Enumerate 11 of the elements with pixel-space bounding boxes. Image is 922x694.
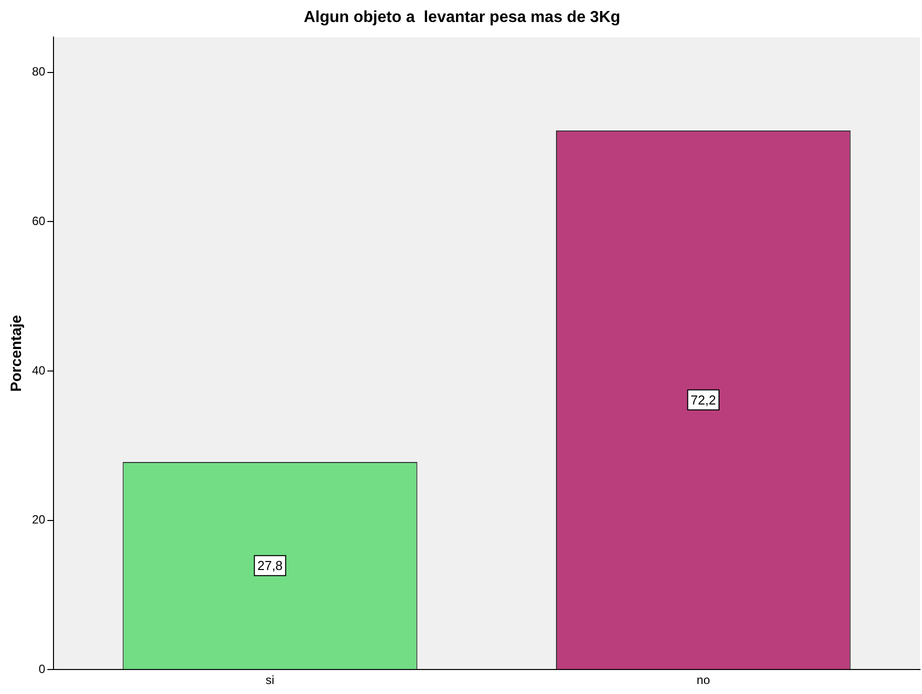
- y-tick-label: 60: [32, 214, 46, 228]
- y-axis-title: Porcentaje: [8, 315, 26, 392]
- data-label: 27,8: [257, 558, 283, 574]
- y-tick-label: 80: [32, 64, 46, 79]
- x-tick-label: no: [696, 673, 710, 688]
- chart-title: Algun objeto a levantar pesa mas de 3Kg: [304, 9, 620, 26]
- y-tick-label: 40: [32, 363, 46, 378]
- x-tick-label: si: [266, 673, 274, 688]
- y-tick-label: 20: [32, 512, 46, 527]
- y-tick-label: 0: [38, 662, 46, 676]
- data-label: 72,2: [690, 392, 716, 408]
